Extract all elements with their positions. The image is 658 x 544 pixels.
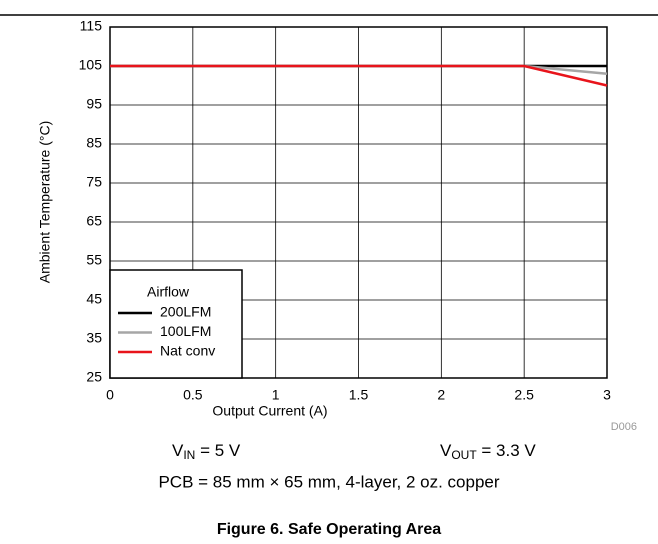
figure-id: D006: [611, 421, 637, 433]
y-tick-label: 65: [86, 213, 102, 229]
vout-annotation: VOUT = 3.3 V: [440, 441, 536, 462]
vout-rest: = 3.3 V: [477, 441, 537, 460]
y-tick-label: 35: [86, 330, 102, 346]
vin-sub: IN: [183, 448, 195, 462]
x-tick-label: 2: [437, 387, 445, 403]
legend-label: 100LFM: [160, 323, 211, 339]
y-tick-label: 95: [86, 96, 102, 112]
y-tick-label: 75: [86, 174, 102, 190]
x-tick-label: 3: [603, 387, 611, 403]
x-tick-label: 1.5: [349, 387, 369, 403]
x-tick-label: 1: [272, 387, 280, 403]
y-tick-label: 85: [86, 135, 102, 151]
y-axis-label: Ambient Temperature (°C): [37, 121, 53, 284]
y-tick-label: 105: [79, 57, 103, 73]
pcb-annotation: PCB = 85 mm × 65 mm, 4-layer, 2 oz. copp…: [158, 472, 499, 491]
vin-rest: = 5 V: [195, 441, 241, 460]
y-tick-label: 45: [86, 291, 102, 307]
legend-title: Airflow: [147, 284, 190, 300]
legend-label: Nat conv: [160, 343, 215, 359]
x-tick-label: 0: [106, 387, 114, 403]
vin-annotation: VIN = 5 V: [172, 441, 241, 462]
vout-main: V: [440, 441, 452, 460]
vin-main: V: [172, 441, 184, 460]
x-axis-label: Output Current (A): [212, 403, 327, 419]
legend-box: [109, 269, 243, 379]
plot-frame: [109, 26, 608, 379]
caption: Figure 6. Safe Operating Area: [217, 521, 441, 538]
y-tick-label: 55: [86, 252, 102, 268]
series-line: [110, 64, 608, 87]
y-tick-label: 25: [86, 369, 102, 385]
legend-label: 200LFM: [160, 304, 211, 320]
x-tick-label: 0.5: [183, 387, 203, 403]
y-tick-label: 115: [80, 18, 103, 34]
x-tick-label: 2.5: [514, 387, 534, 403]
vout-sub: OUT: [451, 448, 477, 462]
